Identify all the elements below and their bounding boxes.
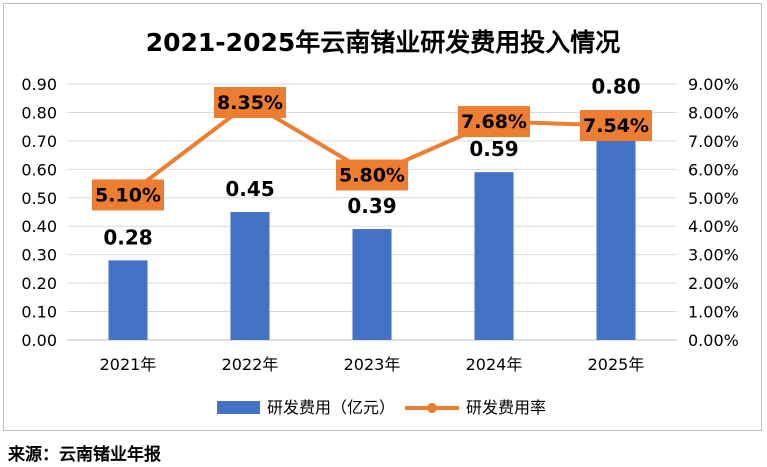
legend-bar-swatch bbox=[217, 401, 260, 414]
rate-data-label: 8.35% bbox=[217, 92, 283, 114]
legend-line-label: 研发费用率 bbox=[466, 398, 546, 417]
y-right-tick-label: 5.00% bbox=[688, 189, 739, 208]
y-right-tick-label: 2.00% bbox=[688, 274, 739, 293]
bar bbox=[596, 112, 636, 340]
chart-frame: 2021-2025年云南锗业研发费用投入情况 0.00 0.10 0.20 0.30 0.… bbox=[3, 3, 762, 431]
y-right-tick-label: 7.00% bbox=[688, 132, 739, 151]
y-left-tick-label: 0.10 bbox=[21, 303, 57, 322]
bar-data-label: 0.39 bbox=[347, 194, 396, 218]
y-left-tick-label: 0.70 bbox=[21, 132, 57, 151]
bar bbox=[474, 172, 514, 340]
y-left-tick-label: 0.80 bbox=[21, 103, 57, 122]
bar bbox=[230, 212, 270, 340]
x-tick-label: 2022年 bbox=[222, 355, 279, 374]
y-left-tick-label: 0.30 bbox=[21, 246, 57, 265]
rate-data-label: 7.68% bbox=[461, 111, 527, 133]
rate-label-box bbox=[458, 106, 530, 138]
combo-chart: 2021-2025年云南锗业研发费用投入情况 0.00 0.10 0.20 0.30 0.… bbox=[21, 28, 739, 417]
source-note: 来源：云南锗业年报 bbox=[8, 445, 161, 465]
rate-data-label: 7.54% bbox=[583, 115, 649, 137]
y-left-tick-label: 0.50 bbox=[21, 189, 57, 208]
rate-label-box bbox=[214, 86, 286, 118]
bar bbox=[352, 229, 392, 340]
rate-label-box bbox=[580, 110, 652, 142]
x-tick-label: 2023年 bbox=[344, 355, 401, 374]
y-right-tick-label: 4.00% bbox=[688, 217, 739, 236]
x-tick-label: 2025年 bbox=[588, 355, 645, 374]
bar-data-label: 0.59 bbox=[469, 137, 518, 161]
y-left-tick-label: 0.20 bbox=[21, 274, 57, 293]
legend-bar-label: 研发费用（亿元） bbox=[267, 398, 395, 417]
y-left-tick-label: 0.40 bbox=[21, 217, 57, 236]
bar-data-label: 0.28 bbox=[103, 225, 152, 249]
rate-label-box bbox=[92, 179, 164, 211]
y-right-tick-label: 8.00% bbox=[688, 103, 739, 122]
y-right-tick-label: 3.00% bbox=[688, 246, 739, 265]
y-right-tick-label: 0.00% bbox=[688, 331, 739, 350]
bar bbox=[108, 260, 148, 340]
bar-data-label: 0.45 bbox=[225, 177, 274, 201]
rate-data-label: 5.80% bbox=[339, 165, 405, 187]
rate-label-box bbox=[336, 159, 408, 191]
y-left-tick-label: 0.90 bbox=[21, 75, 57, 94]
y-left-tick-label: 0.60 bbox=[21, 160, 57, 179]
y-right-tick-label: 6.00% bbox=[688, 160, 739, 179]
y-left-tick-label: 0.00 bbox=[21, 331, 57, 350]
chart-title: 2021-2025年云南锗业研发费用投入情况 bbox=[146, 28, 621, 57]
rate-data-label: 5.10% bbox=[95, 184, 161, 206]
y-right-tick-label: 9.00% bbox=[688, 75, 739, 94]
legend-line-marker bbox=[427, 403, 437, 413]
x-tick-label: 2021年 bbox=[100, 355, 157, 374]
x-tick-label: 2024年 bbox=[466, 355, 523, 374]
y-right-tick-label: 1.00% bbox=[688, 303, 739, 322]
bar-data-label: 0.80 bbox=[591, 75, 640, 99]
